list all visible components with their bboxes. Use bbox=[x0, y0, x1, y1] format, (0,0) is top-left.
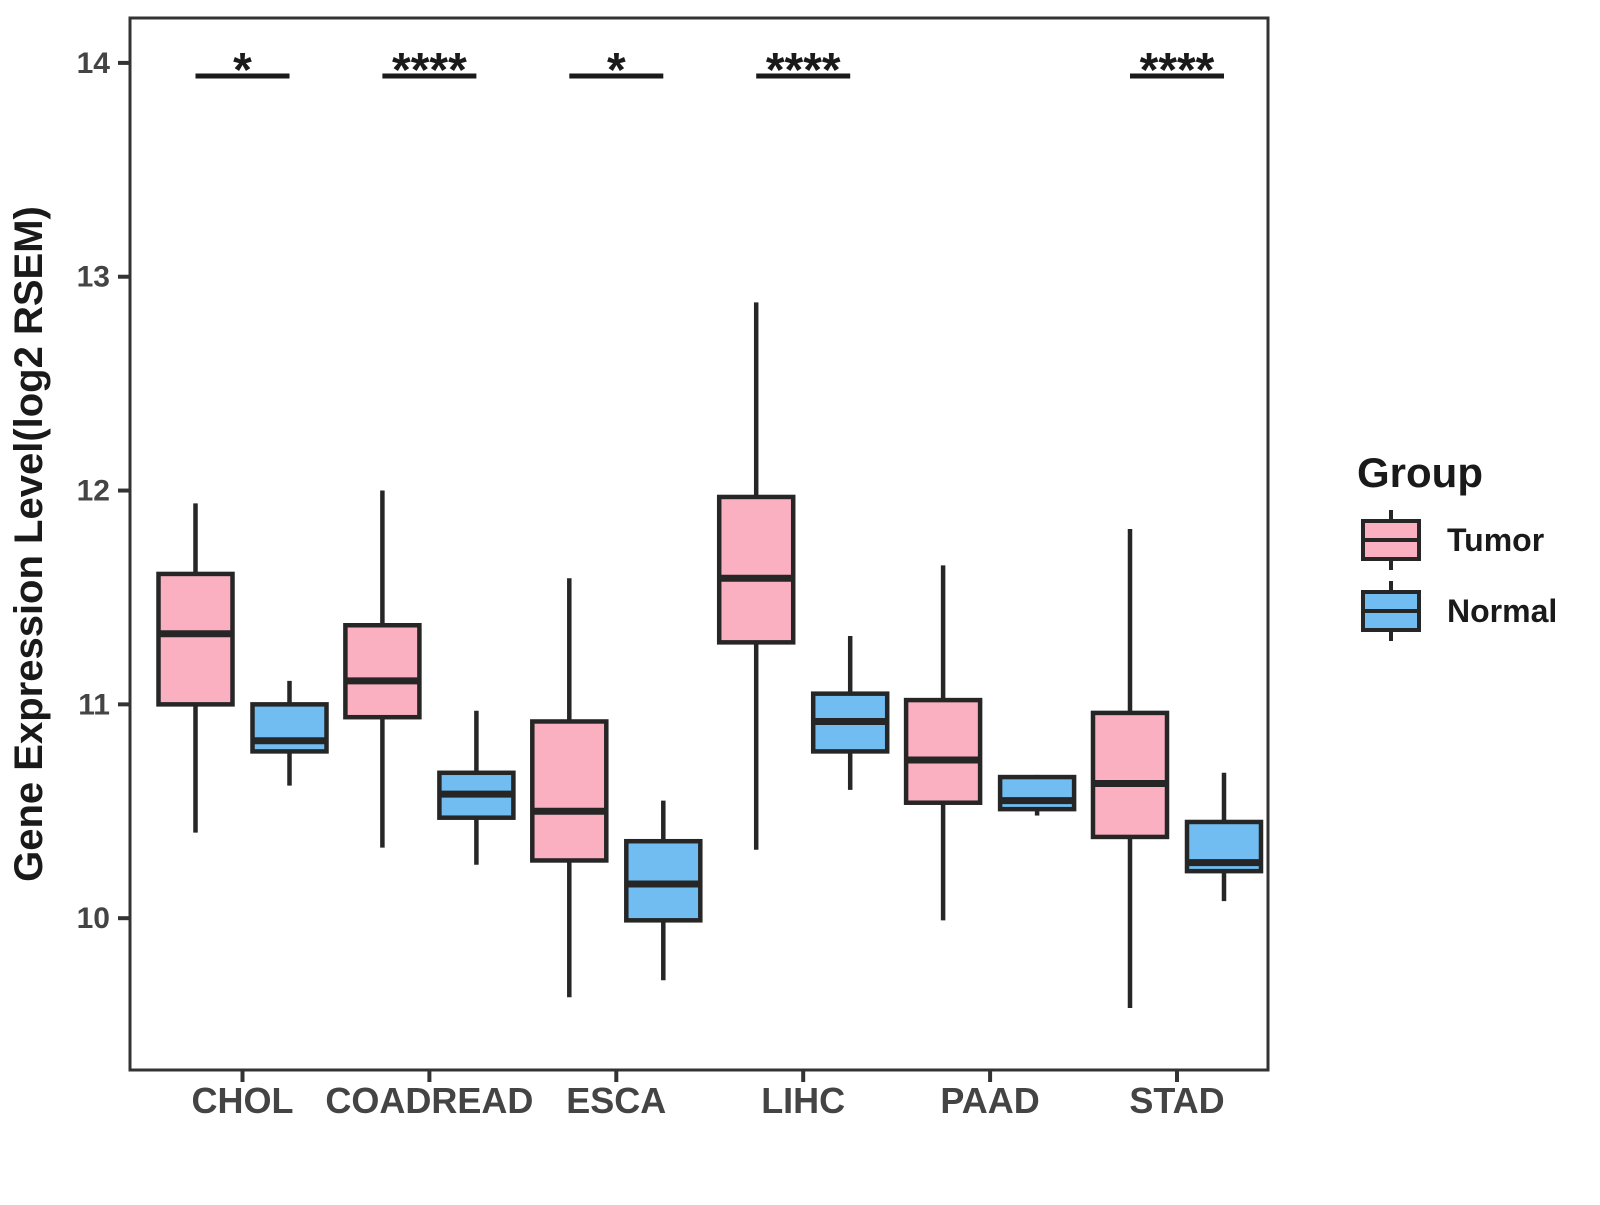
y-tick-label: 11 bbox=[78, 688, 110, 721]
significance-label-chol: * bbox=[233, 44, 252, 97]
box-normal-chol bbox=[250, 702, 329, 754]
y-tick-label: 10 bbox=[77, 902, 110, 935]
legend-title: Group bbox=[1357, 449, 1483, 496]
box-tumor-paad bbox=[903, 697, 983, 805]
legend: Group Tumor Normal bbox=[1357, 449, 1557, 641]
y-axis-title: Gene Expression Level(log2 RSEM) bbox=[7, 206, 51, 882]
x-tick-label: CHOL bbox=[192, 1080, 294, 1121]
box-tumor-stad bbox=[1090, 710, 1170, 840]
y-tick-label: 14 bbox=[77, 47, 111, 80]
y-tick-label: 12 bbox=[77, 475, 110, 508]
x-tick-label: LIHC bbox=[761, 1080, 845, 1121]
x-tick-label: STAD bbox=[1129, 1080, 1224, 1121]
box-tumor-coadread bbox=[343, 623, 422, 720]
x-tick-label: PAAD bbox=[940, 1080, 1039, 1121]
legend-label-normal: Normal bbox=[1447, 593, 1557, 629]
y-tick-label: 13 bbox=[77, 261, 110, 294]
legend-label-tumor: Tumor bbox=[1447, 522, 1544, 558]
box-tumor-lihc bbox=[716, 494, 796, 645]
panel-border bbox=[128, 16, 1270, 1072]
x-tick-label: COADREAD bbox=[325, 1080, 533, 1121]
significance-label-coadread: **** bbox=[392, 44, 467, 97]
box-tumor-chol bbox=[156, 571, 235, 707]
significance-label-esca: * bbox=[607, 44, 626, 97]
legend-entry-normal: Normal bbox=[1361, 581, 1557, 641]
box-normal-paad bbox=[997, 774, 1077, 812]
box-tumor-esca bbox=[530, 719, 609, 863]
significance-label-stad: **** bbox=[1140, 44, 1215, 97]
legend-entry-tumor: Tumor bbox=[1361, 510, 1544, 570]
x-tick-label: ESCA bbox=[566, 1080, 666, 1121]
significance-label-lihc: **** bbox=[766, 44, 841, 97]
